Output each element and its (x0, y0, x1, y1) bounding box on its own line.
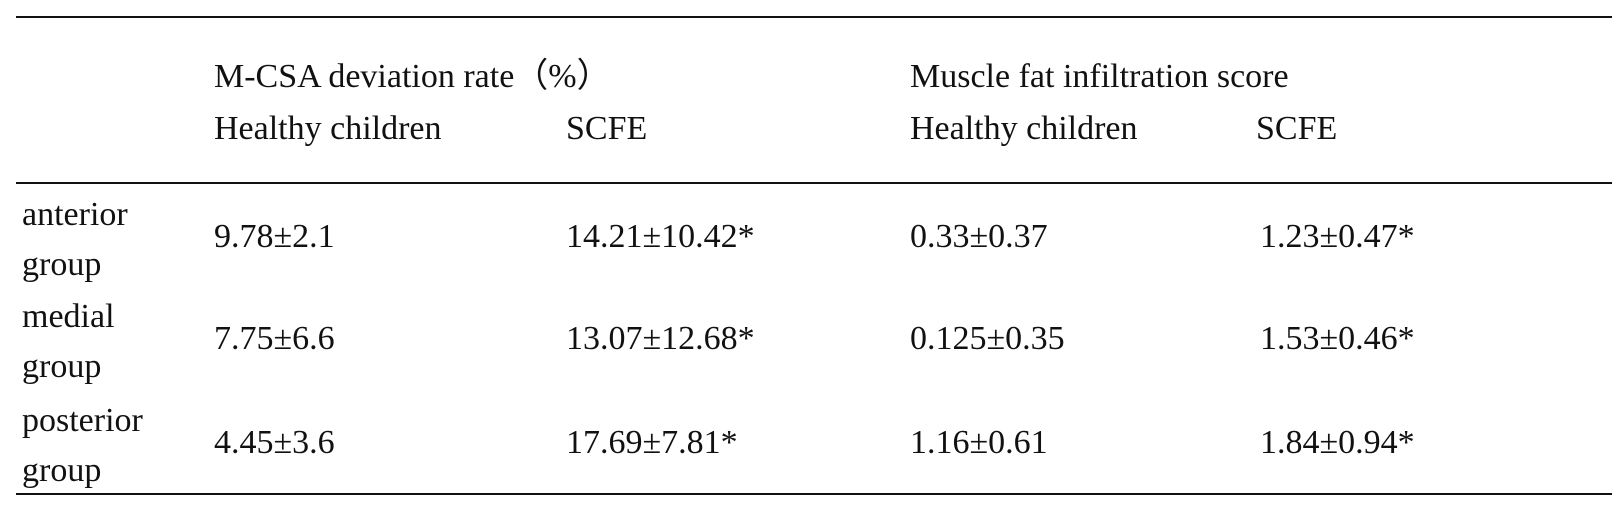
table-bottom-rule (16, 493, 1612, 495)
table-cell: 0.33±0.37 (910, 218, 1048, 255)
table-cell: 1.84±0.94* (1260, 424, 1415, 461)
table-cell: 1.23±0.47* (1260, 218, 1415, 255)
table-top-rule (16, 16, 1612, 18)
table-cell: 13.07±12.68* (566, 320, 755, 357)
header-group-mcsa: M-CSA deviation rate（%） (214, 58, 611, 95)
subheader-scfe-1: SCFE (566, 110, 648, 147)
row-label-posterior-group: group (22, 452, 102, 489)
table-cell: 9.78±2.1 (214, 218, 335, 255)
table-header-rule (16, 182, 1612, 184)
table-cell: 4.45±3.6 (214, 424, 335, 461)
row-label-medial-group: group (22, 348, 102, 385)
row-label-anterior-group: group (22, 246, 102, 283)
table-cell: 14.21±10.42* (566, 218, 755, 255)
row-label-medial: medial (22, 298, 115, 335)
row-label-posterior: posterior (22, 402, 143, 439)
subheader-healthy-children-2: Healthy children (910, 110, 1138, 147)
table-cell: 7.75±6.6 (214, 320, 335, 357)
table-cell: 17.69±7.81* (566, 424, 738, 461)
table-cell: 1.16±0.61 (910, 424, 1048, 461)
table-cell: 1.53±0.46* (1260, 320, 1415, 357)
header-group-fat-infiltration: Muscle fat infiltration score (910, 58, 1289, 95)
table-cell: 0.125±0.35 (910, 320, 1065, 357)
row-label-anterior: anterior (22, 196, 128, 233)
subheader-healthy-children-1: Healthy children (214, 110, 442, 147)
subheader-scfe-2: SCFE (1256, 110, 1338, 147)
